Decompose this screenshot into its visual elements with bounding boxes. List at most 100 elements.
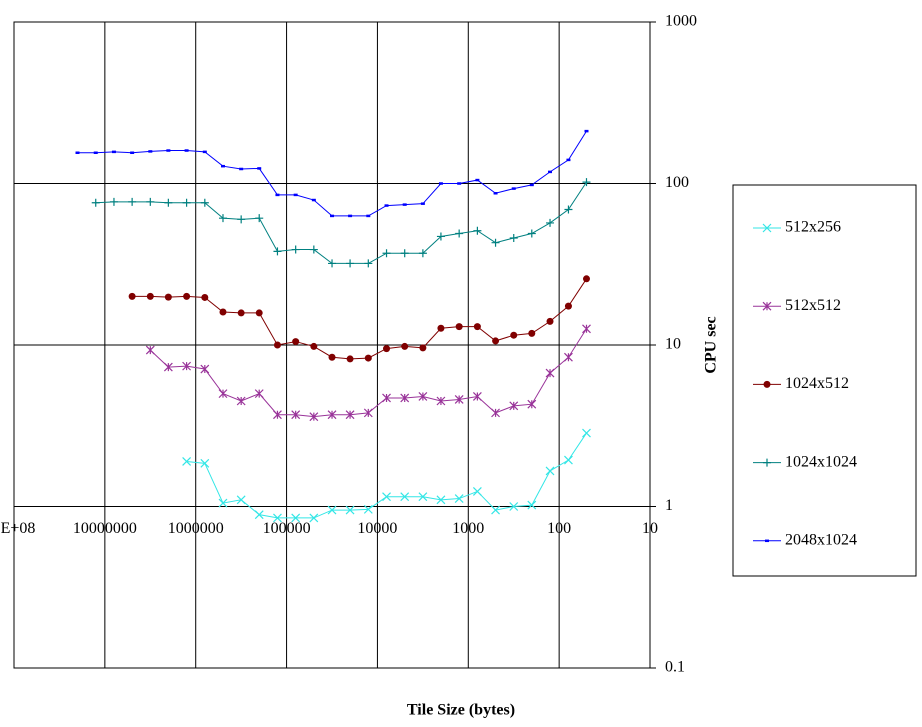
marker bbox=[582, 275, 590, 283]
marker bbox=[400, 249, 409, 258]
marker bbox=[436, 495, 446, 505]
marker bbox=[546, 317, 554, 325]
marker bbox=[546, 218, 555, 227]
marker bbox=[218, 214, 227, 223]
series-line bbox=[77, 130, 587, 217]
marker bbox=[346, 259, 355, 268]
marker bbox=[182, 361, 192, 371]
x-tick-label: 1000 bbox=[452, 520, 484, 537]
legend-label: 512x256 bbox=[785, 219, 841, 236]
marker bbox=[564, 455, 573, 465]
marker bbox=[527, 399, 537, 409]
marker bbox=[492, 337, 500, 345]
legend-marker bbox=[762, 301, 772, 311]
marker bbox=[163, 362, 173, 372]
marker bbox=[309, 412, 319, 422]
series-line bbox=[95, 181, 587, 264]
marker bbox=[291, 513, 301, 523]
marker bbox=[527, 229, 536, 238]
marker bbox=[91, 198, 100, 207]
marker bbox=[146, 292, 154, 300]
marker bbox=[345, 505, 355, 515]
marker bbox=[545, 368, 555, 378]
marker bbox=[292, 338, 300, 346]
marker bbox=[473, 323, 481, 331]
marker bbox=[455, 229, 464, 238]
marker bbox=[200, 198, 209, 207]
marker bbox=[164, 293, 172, 301]
legend-label: 1024x1024 bbox=[785, 453, 857, 470]
marker bbox=[200, 458, 210, 468]
series-line bbox=[149, 328, 587, 418]
legend-marker bbox=[763, 458, 771, 467]
marker bbox=[418, 249, 427, 258]
x-tick-label: 10000000 bbox=[73, 520, 137, 537]
marker bbox=[545, 466, 555, 476]
marker bbox=[509, 401, 519, 411]
y-tick-label: 1 bbox=[665, 497, 673, 514]
marker bbox=[291, 245, 300, 254]
marker bbox=[310, 342, 318, 350]
marker bbox=[328, 259, 337, 268]
marker bbox=[164, 198, 173, 207]
marker bbox=[473, 226, 482, 235]
marker bbox=[564, 352, 573, 362]
marker bbox=[472, 486, 482, 496]
marker bbox=[237, 309, 245, 317]
marker bbox=[528, 329, 536, 337]
marker bbox=[255, 309, 263, 317]
marker bbox=[201, 293, 209, 301]
marker bbox=[328, 353, 336, 361]
marker bbox=[327, 505, 337, 515]
marker bbox=[454, 494, 464, 503]
marker bbox=[400, 393, 410, 403]
marker bbox=[564, 302, 572, 310]
marker bbox=[455, 323, 463, 331]
marker bbox=[218, 498, 228, 508]
marker bbox=[182, 457, 192, 466]
marker bbox=[219, 308, 227, 316]
marker bbox=[491, 408, 500, 418]
marker bbox=[327, 410, 337, 420]
series-line bbox=[132, 278, 587, 360]
y-tick-label: 100 bbox=[665, 174, 689, 191]
marker bbox=[183, 292, 191, 300]
legend-box bbox=[732, 184, 917, 577]
marker bbox=[363, 504, 373, 514]
marker bbox=[273, 341, 281, 349]
marker bbox=[472, 392, 482, 401]
marker bbox=[436, 396, 446, 406]
marker bbox=[436, 232, 445, 241]
series-line bbox=[186, 432, 587, 519]
marker bbox=[582, 428, 591, 438]
x-tick-label: 1000000 bbox=[168, 520, 224, 537]
marker bbox=[491, 505, 500, 515]
marker bbox=[128, 292, 136, 300]
marker bbox=[527, 500, 537, 510]
marker bbox=[309, 245, 318, 254]
marker bbox=[255, 214, 264, 223]
marker bbox=[345, 410, 355, 420]
marker bbox=[418, 492, 428, 502]
marker bbox=[454, 395, 464, 404]
x-tick-label: 100000 bbox=[263, 520, 311, 537]
marker bbox=[418, 392, 428, 401]
marker bbox=[364, 354, 372, 362]
marker bbox=[128, 197, 137, 206]
marker bbox=[273, 410, 282, 420]
marker bbox=[419, 344, 427, 352]
marker bbox=[254, 389, 264, 399]
marker bbox=[509, 502, 519, 511]
marker bbox=[145, 345, 155, 355]
marker bbox=[437, 324, 445, 332]
marker bbox=[237, 215, 246, 224]
x-tick-label: 1E+08 bbox=[0, 520, 35, 537]
marker bbox=[364, 259, 373, 268]
y-tick-label: 1000 bbox=[665, 13, 697, 30]
marker bbox=[400, 492, 410, 502]
marker bbox=[200, 364, 210, 374]
marker bbox=[382, 249, 391, 258]
legend-label: 512x512 bbox=[785, 297, 841, 314]
marker bbox=[146, 197, 155, 206]
